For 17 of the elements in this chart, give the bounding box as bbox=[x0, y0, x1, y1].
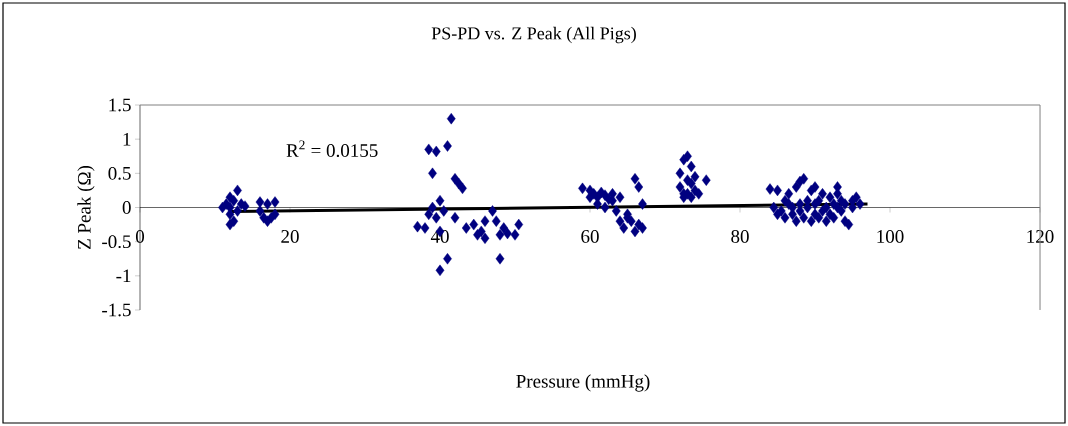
x-tick-label: 20 bbox=[281, 230, 299, 243]
x-tick-label: 80 bbox=[731, 230, 749, 243]
y-tick-label: -1.5 bbox=[102, 303, 131, 317]
y-tick-label: 0 bbox=[122, 201, 131, 214]
x-tick-label: 0 bbox=[135, 230, 145, 243]
y-tick-label: 0.5 bbox=[108, 166, 131, 180]
x-tick-label: 60 bbox=[581, 230, 599, 243]
annotation: R$^{2}$ = 0.0155 bbox=[286, 140, 378, 158]
y-tick-label: 1.5 bbox=[109, 98, 131, 112]
y-tick-label: 1 bbox=[123, 132, 131, 146]
y-axis-title: Z Peak (Ω) bbox=[77, 165, 95, 249]
y-tick-label: -0.5 bbox=[102, 235, 131, 249]
x-tick-label: 120 bbox=[1027, 230, 1054, 243]
y-tick-label: -1 bbox=[116, 269, 131, 283]
x-axis-title: Pressure (mmHg) bbox=[516, 374, 650, 392]
chart-title: PS-PD vs. Z Peak (All Pigs) bbox=[431, 26, 636, 44]
x-tick-label: 100 bbox=[877, 230, 904, 243]
